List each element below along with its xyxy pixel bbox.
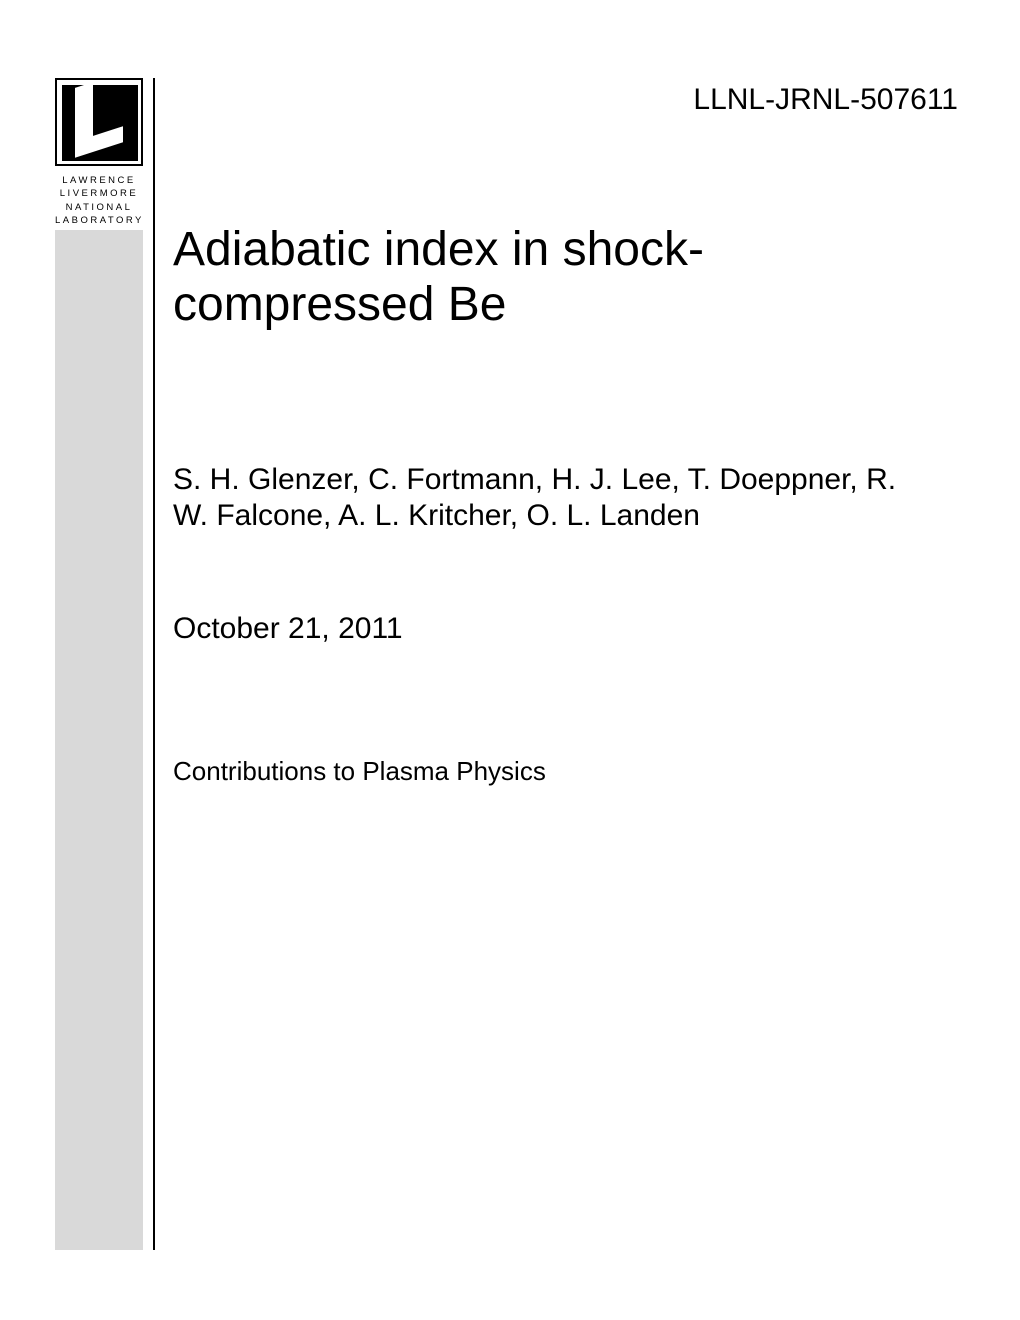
logo-text-line-4: LABORATORY — [55, 214, 143, 227]
publication-date: October 21, 2011 — [173, 612, 913, 646]
logo-text-line-3: NATIONAL — [55, 201, 143, 214]
report-id: LLNL-JRNL-507611 — [693, 83, 958, 117]
document-title: Adiabatic index in shock-compressed Be — [173, 222, 913, 332]
authors-list: S. H. Glenzer, C. Fortmann, H. J. Lee, T… — [173, 462, 913, 534]
journal-name: Contributions to Plasma Physics — [173, 756, 913, 787]
page-container: LAWRENCE LIVERMORE NATIONAL LABORATORY L… — [0, 0, 1020, 1320]
llnl-logo-block: LAWRENCE LIVERMORE NATIONAL LABORATORY — [55, 78, 143, 227]
vertical-rule — [153, 78, 155, 1250]
content-area: Adiabatic index in shock-compressed Be S… — [173, 222, 913, 787]
llnl-logo-icon — [55, 78, 143, 166]
logo-text-line-1: LAWRENCE — [55, 174, 143, 187]
sidebar-band — [55, 230, 143, 1250]
logo-text-line-2: LIVERMORE — [55, 187, 143, 200]
